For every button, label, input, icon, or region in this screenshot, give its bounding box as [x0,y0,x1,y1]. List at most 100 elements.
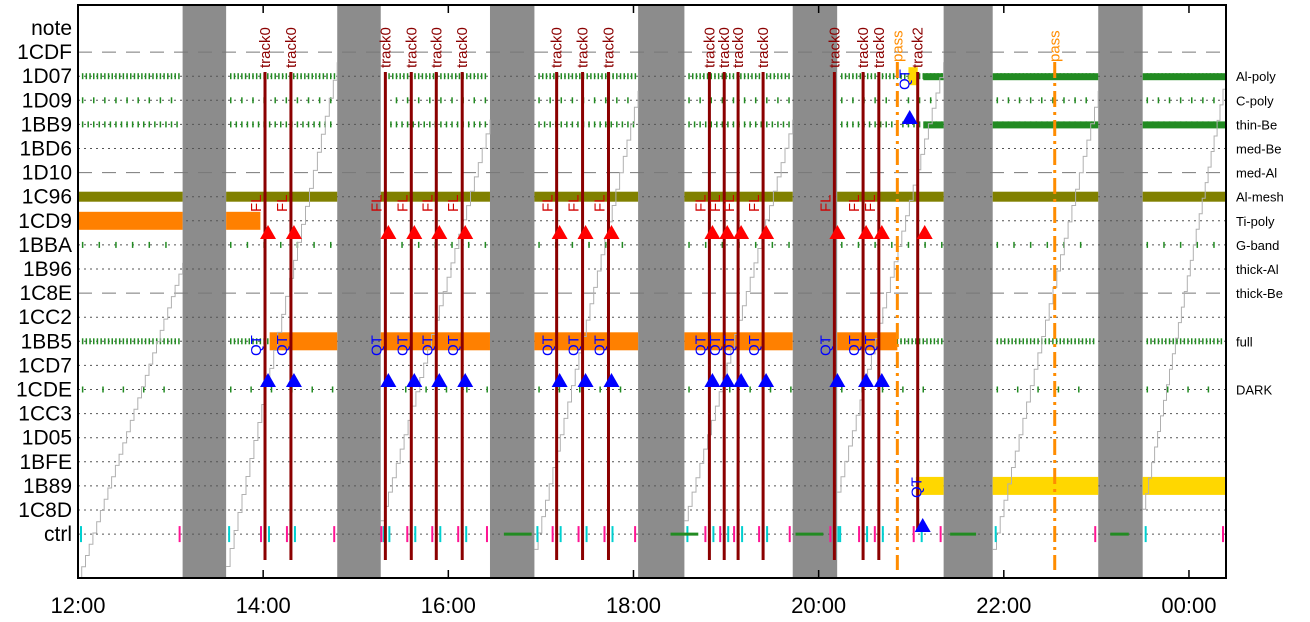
track-label: track0 [454,27,471,68]
qt-label: QT [746,335,763,356]
red-triangle [285,225,302,239]
filter-bar [837,191,944,202]
track-label: track0 [755,27,772,68]
blue-triangle [431,373,448,387]
row-name-label: C-poly [1236,93,1274,108]
fl-label: FL [862,194,879,212]
blue-triangle [406,373,423,387]
red-triangle [858,225,875,239]
blue-triangle [577,373,594,387]
qt-label: QT [591,335,608,356]
row-name-label: DARK [1236,383,1272,398]
row-label: 1BB9 [21,113,72,136]
row-name-label: G-band [1236,238,1279,253]
row-label: 1CDE [16,379,72,402]
row-label: 1BD6 [19,138,72,161]
fl-label: FL [248,194,265,212]
filter-bar [992,191,1099,202]
blue-triangle [285,373,302,387]
track-label: track0 [549,27,566,68]
blue-triangle [380,373,397,387]
row-name-label: thick-Al [1236,262,1279,277]
fl-label: FL [368,194,385,212]
red-triangle [380,225,397,239]
filter-bar [1142,191,1226,202]
dark-period [943,5,993,578]
fl-label: FL [721,194,738,212]
filter-bar [908,67,918,86]
qt-label: QT [419,335,436,356]
dark-period [638,5,685,578]
row-label: 1CD7 [18,354,72,377]
red-triangle [406,225,423,239]
frame-border [77,4,1227,579]
fl-label: FL [274,194,291,212]
filter-bar [226,191,338,202]
x-tick-label: 22:00 [976,593,1031,618]
fl-label: FL [707,194,724,212]
row-label: 1D09 [22,89,72,112]
red-triangle [704,225,721,239]
row-label: ctrl [44,523,72,546]
dark-period [489,5,535,578]
row-label: 1BFE [19,451,72,474]
x-tick-label: 12:00 [50,593,105,618]
row-name-label: thick-Be [1236,286,1283,301]
dense-green-bar [923,73,944,81]
qt-label: QT [445,335,462,356]
row-name-label: med-Al [1236,166,1277,181]
filter-bar [78,211,183,230]
blue-triangle [551,373,568,387]
track-label: track2 [910,27,927,68]
track-label: track0 [428,27,445,68]
fl-label: FL [540,194,557,212]
fl-label: FL [817,194,834,212]
dark-period [1098,5,1143,578]
qt-label: QT [692,335,709,356]
track-label: track0 [600,27,617,68]
dark-period [182,5,227,578]
blue-triangle [901,110,918,124]
track-label: track0 [257,27,274,68]
blue-triangle [260,373,277,387]
dense-green-bar [923,121,944,129]
fl-label: FL [419,194,436,212]
x-tick-label: 16:00 [421,593,476,618]
red-triangle [260,225,277,239]
dark-period [337,5,381,578]
row-label: 1CD9 [18,210,72,233]
red-triangle [457,225,474,239]
filter-bar [837,332,898,351]
row-name-label: med-Be [1236,142,1282,157]
dense-green-bar [1142,121,1226,129]
red-triangle [873,225,890,239]
row-label: 1C8D [18,499,72,522]
filter-bar [534,191,639,202]
row-label: 1BBA [18,234,72,257]
fl-label: FL [445,194,462,212]
filter-bar [1142,476,1226,495]
track-label: track0 [283,27,300,68]
row-label: 1C8E [19,282,72,305]
y-axis-labels: note1CDF1D071D091BB91BD61D101C961CD91BBA… [16,17,72,546]
x-tick-label: 18:00 [606,593,661,618]
red-triangle [829,225,846,239]
red-triangle [916,225,933,239]
track-label: track0 [575,27,592,68]
qt-label: QT [721,335,738,356]
right-labels: Al-poly C-poly thin-Be med-Be med-Al Al-mesh T… [1236,69,1284,397]
dense-green-bar [992,121,1099,129]
red-triangle [551,225,568,239]
dense-green-bar [992,73,1099,81]
red-triangle [577,225,594,239]
x-tick-label: 14:00 [236,593,291,618]
qt-label: QT [817,335,834,356]
x-tick-label: 00:00 [1161,593,1216,618]
qt-label: QT [909,477,926,498]
fl-label: FL [591,194,608,212]
blue-triangle [603,373,620,387]
qt-label: QT [394,335,411,356]
x-tick-label: 20:00 [791,593,846,618]
x-axis-labels: 12:00 14:00 16:00 18:00 20:00 22:00 00:00 [50,5,1216,618]
